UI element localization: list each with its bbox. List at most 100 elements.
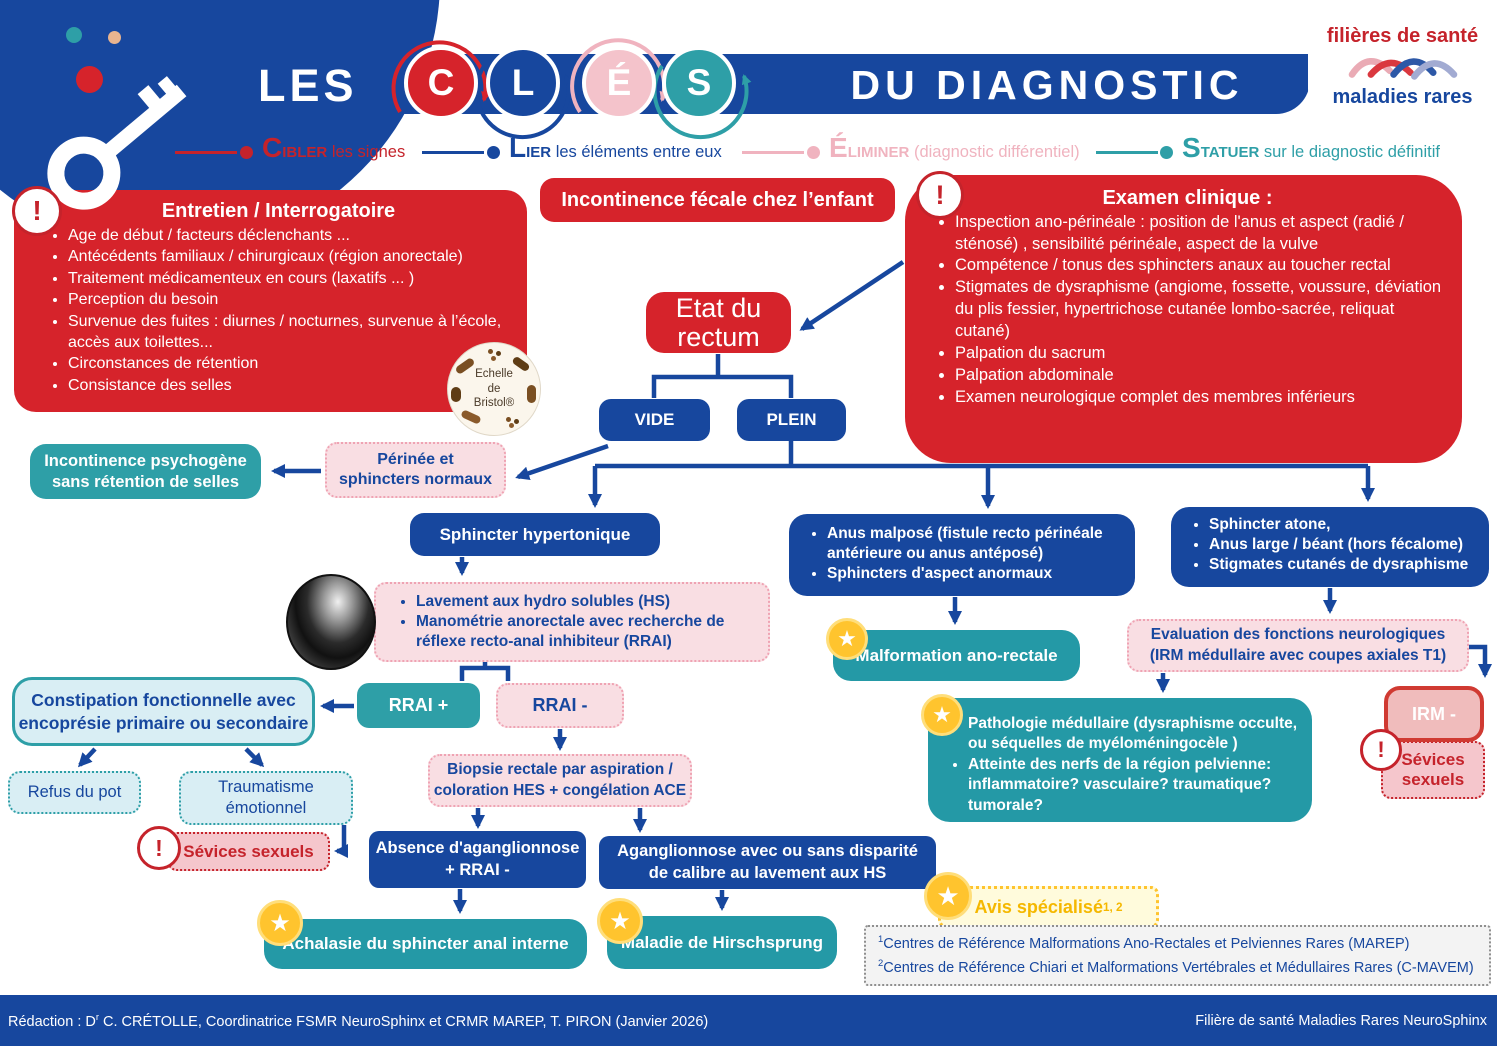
key-icon: [47, 76, 187, 210]
footnote-sup: 1: [878, 933, 884, 945]
bullet: Palpation du sacrum: [955, 343, 1444, 365]
teal-dot: [66, 27, 82, 43]
letter-s-circle: S: [662, 46, 736, 120]
legend-rest: les signes: [327, 143, 406, 161]
anus-malpose-box: Anus malposé (fistule recto périnéale an…: [789, 514, 1135, 596]
bristol-label: de: [487, 382, 501, 395]
etat-rectum-box: Etat du rectum: [646, 292, 791, 353]
constipation-line1: Constipation fonctionnelle avec: [31, 689, 296, 710]
biopsie-line1: Biopsie rectale par aspiration /: [447, 761, 673, 779]
entretien-box: Entretien / Interrogatoire Age de début …: [14, 190, 527, 412]
legend-line-lier: [422, 151, 484, 154]
footer-rest: C. CRÉTOLLE, Coordinatrice FSMR NeuroSph…: [99, 1013, 709, 1030]
hypertonique-box: Sphincter hypertonique: [410, 513, 660, 556]
bullet: Perception du besoin: [68, 289, 513, 310]
legend-lier: LIER les éléments entre eux: [509, 132, 722, 164]
bullet: Compétence / tonus des sphincters anaux …: [955, 255, 1444, 277]
footnote-sup: 2: [878, 956, 884, 968]
bristol-blob: [506, 417, 511, 422]
perinee-box: Périnée et sphincters normaux: [325, 442, 506, 498]
legend-line-statuer: [1096, 151, 1158, 154]
absence-line2: + RRAI -: [445, 860, 510, 879]
red-dot: [76, 66, 103, 93]
sevices-sexuels-gauche-box: Sévices sexuels: [167, 832, 330, 871]
star-icon: ★: [921, 694, 963, 736]
legend-keyword: LIMINER: [847, 144, 910, 161]
legend-initial: S: [1182, 132, 1201, 163]
letter-e: É: [606, 62, 632, 103]
bullet: Circonstances de rétention: [68, 353, 513, 374]
bristol-label: Bristol®: [473, 397, 515, 410]
manometry-image: [286, 574, 376, 670]
footer-network: Filière de santé Maladies Rares NeuroSph…: [1195, 1012, 1487, 1029]
letter-c-circle: C: [404, 46, 478, 120]
legend-cibler: CIBLER les signes: [262, 132, 405, 164]
bullet: Traitement médicamenteux en cours (laxat…: [68, 268, 513, 289]
bullet: Age de début / facteurs déclenchants ...: [68, 225, 513, 246]
refus-du-pot-box: Refus du pot: [8, 771, 141, 814]
exclamation-icon: !: [12, 186, 62, 236]
hirschsprung-box: Maladie de Hirschsprung: [607, 916, 837, 969]
rrai-plus-box: RRAI +: [357, 683, 480, 728]
biopsie-line2: coloration HES + congélation ACE: [433, 781, 687, 799]
sphincter-atone-box: Sphincter atone, Anus large / béant (hor…: [1171, 507, 1489, 587]
legend-line-cibler: [175, 151, 237, 154]
sevices-sexuels-droite-box: Sévices sexuels: [1381, 741, 1485, 799]
main-title-box: Incontinence fécale chez l’enfant: [540, 178, 895, 222]
absence-line1: Absence d'aganglionnose: [375, 839, 580, 858]
legend-dot-eliminer: [807, 146, 820, 159]
footnote-text: Centres de Référence Chiari et Malformat…: [883, 959, 1474, 976]
psychogene-line1: Incontinence psychogène: [44, 451, 247, 470]
absence-aganglionnose-box: Absence d'aganglionnose + RRAI -: [369, 831, 586, 888]
bristol-blob: [460, 409, 482, 425]
plein-box: PLEIN: [737, 399, 846, 441]
irm-box: IRM -: [1384, 686, 1484, 742]
legend-statuer: STATUER sur le diagnostic définitif: [1182, 132, 1440, 164]
legend-initial: L: [509, 132, 527, 163]
legend-dot-lier: [487, 146, 500, 159]
footnote-text: Centres de Référence Malformations Ano-R…: [883, 936, 1410, 953]
malformation-box: Malformation ano-rectale: [833, 630, 1080, 681]
bullet: Lavement aux hydro solubles (HS): [416, 592, 758, 612]
traumatisme-box: Traumatisme émotionnel: [179, 771, 353, 825]
title-du-diagnostic: DU DIAGNOSTIC: [850, 62, 1244, 108]
bullet: Anus malposé (fistule recto périnéale an…: [827, 524, 1127, 564]
perinee-line1: Périnée et: [377, 451, 454, 468]
lavement-box: Lavement aux hydro solubles (HS) Manomét…: [374, 582, 770, 662]
bullet: Anus large / béant (hors fécalome): [1209, 535, 1483, 555]
footnotes-box: 1Centres de Référence Malformations Ano-…: [864, 925, 1491, 986]
bullet: Palpation abdominale: [955, 365, 1444, 387]
achalasie-box: Achalasie du sphincter anal interne: [264, 919, 587, 969]
footer-credits: Rédaction : Dr C. CRÉTOLLE, Coordinatric…: [8, 1011, 708, 1030]
letter-c: C: [427, 62, 455, 103]
psychogene-line2: sans rétention de selles: [51, 472, 240, 491]
exclamation-icon: !: [137, 826, 181, 870]
title-les: LES: [258, 60, 358, 111]
logo-line1: filières de santé: [1326, 24, 1479, 47]
rrai-minus-box: RRAI -: [496, 683, 624, 728]
legend-keyword: TATUER: [1200, 144, 1260, 161]
entretien-list: Age de début / facteurs déclenchants ...…: [44, 225, 513, 397]
footnote-2: 2Centres de Référence Chiari et Malforma…: [878, 956, 1489, 979]
constipation-line2: encoprésie primaire ou secondaire: [18, 712, 309, 733]
bristol-label: Echelle: [475, 368, 513, 381]
bullet: Sphincters d'aspect anormaux: [827, 564, 1127, 584]
legend-rest: (diagnostic différentiel): [909, 143, 1080, 161]
bullet: Survenue des fuites : diurnes / nocturne…: [68, 311, 513, 354]
letter-s: S: [686, 62, 712, 103]
vide-box: VIDE: [599, 399, 710, 441]
sphincter-atone-list: Sphincter atone, Anus large / béant (hor…: [1185, 515, 1483, 575]
traumatisme-line2: émotionnel: [225, 799, 307, 817]
footer-bar: Rédaction : Dr C. CRÉTOLLE, Coordinatric…: [0, 995, 1497, 1046]
pathologie-box: Pathologie médullaire (dysraphisme occul…: [928, 698, 1312, 822]
exclamation-icon: !: [916, 171, 964, 219]
footer-sup: r: [95, 1011, 99, 1023]
legend-initial: C: [262, 132, 283, 163]
bullet: Stigmates de dysraphisme (angiome, fosse…: [955, 277, 1444, 343]
legend-dot-cibler: [240, 146, 253, 159]
aganglionnose-line2: de calibre au lavement aux HS: [648, 863, 887, 882]
evaluation-line2: (IRM médullaire avec coupes axiales T1): [1149, 646, 1447, 664]
psychogene-box: Incontinence psychogène sans rétention d…: [30, 444, 261, 499]
bullet: Inspection ano-périnéale : position de l…: [955, 212, 1444, 256]
